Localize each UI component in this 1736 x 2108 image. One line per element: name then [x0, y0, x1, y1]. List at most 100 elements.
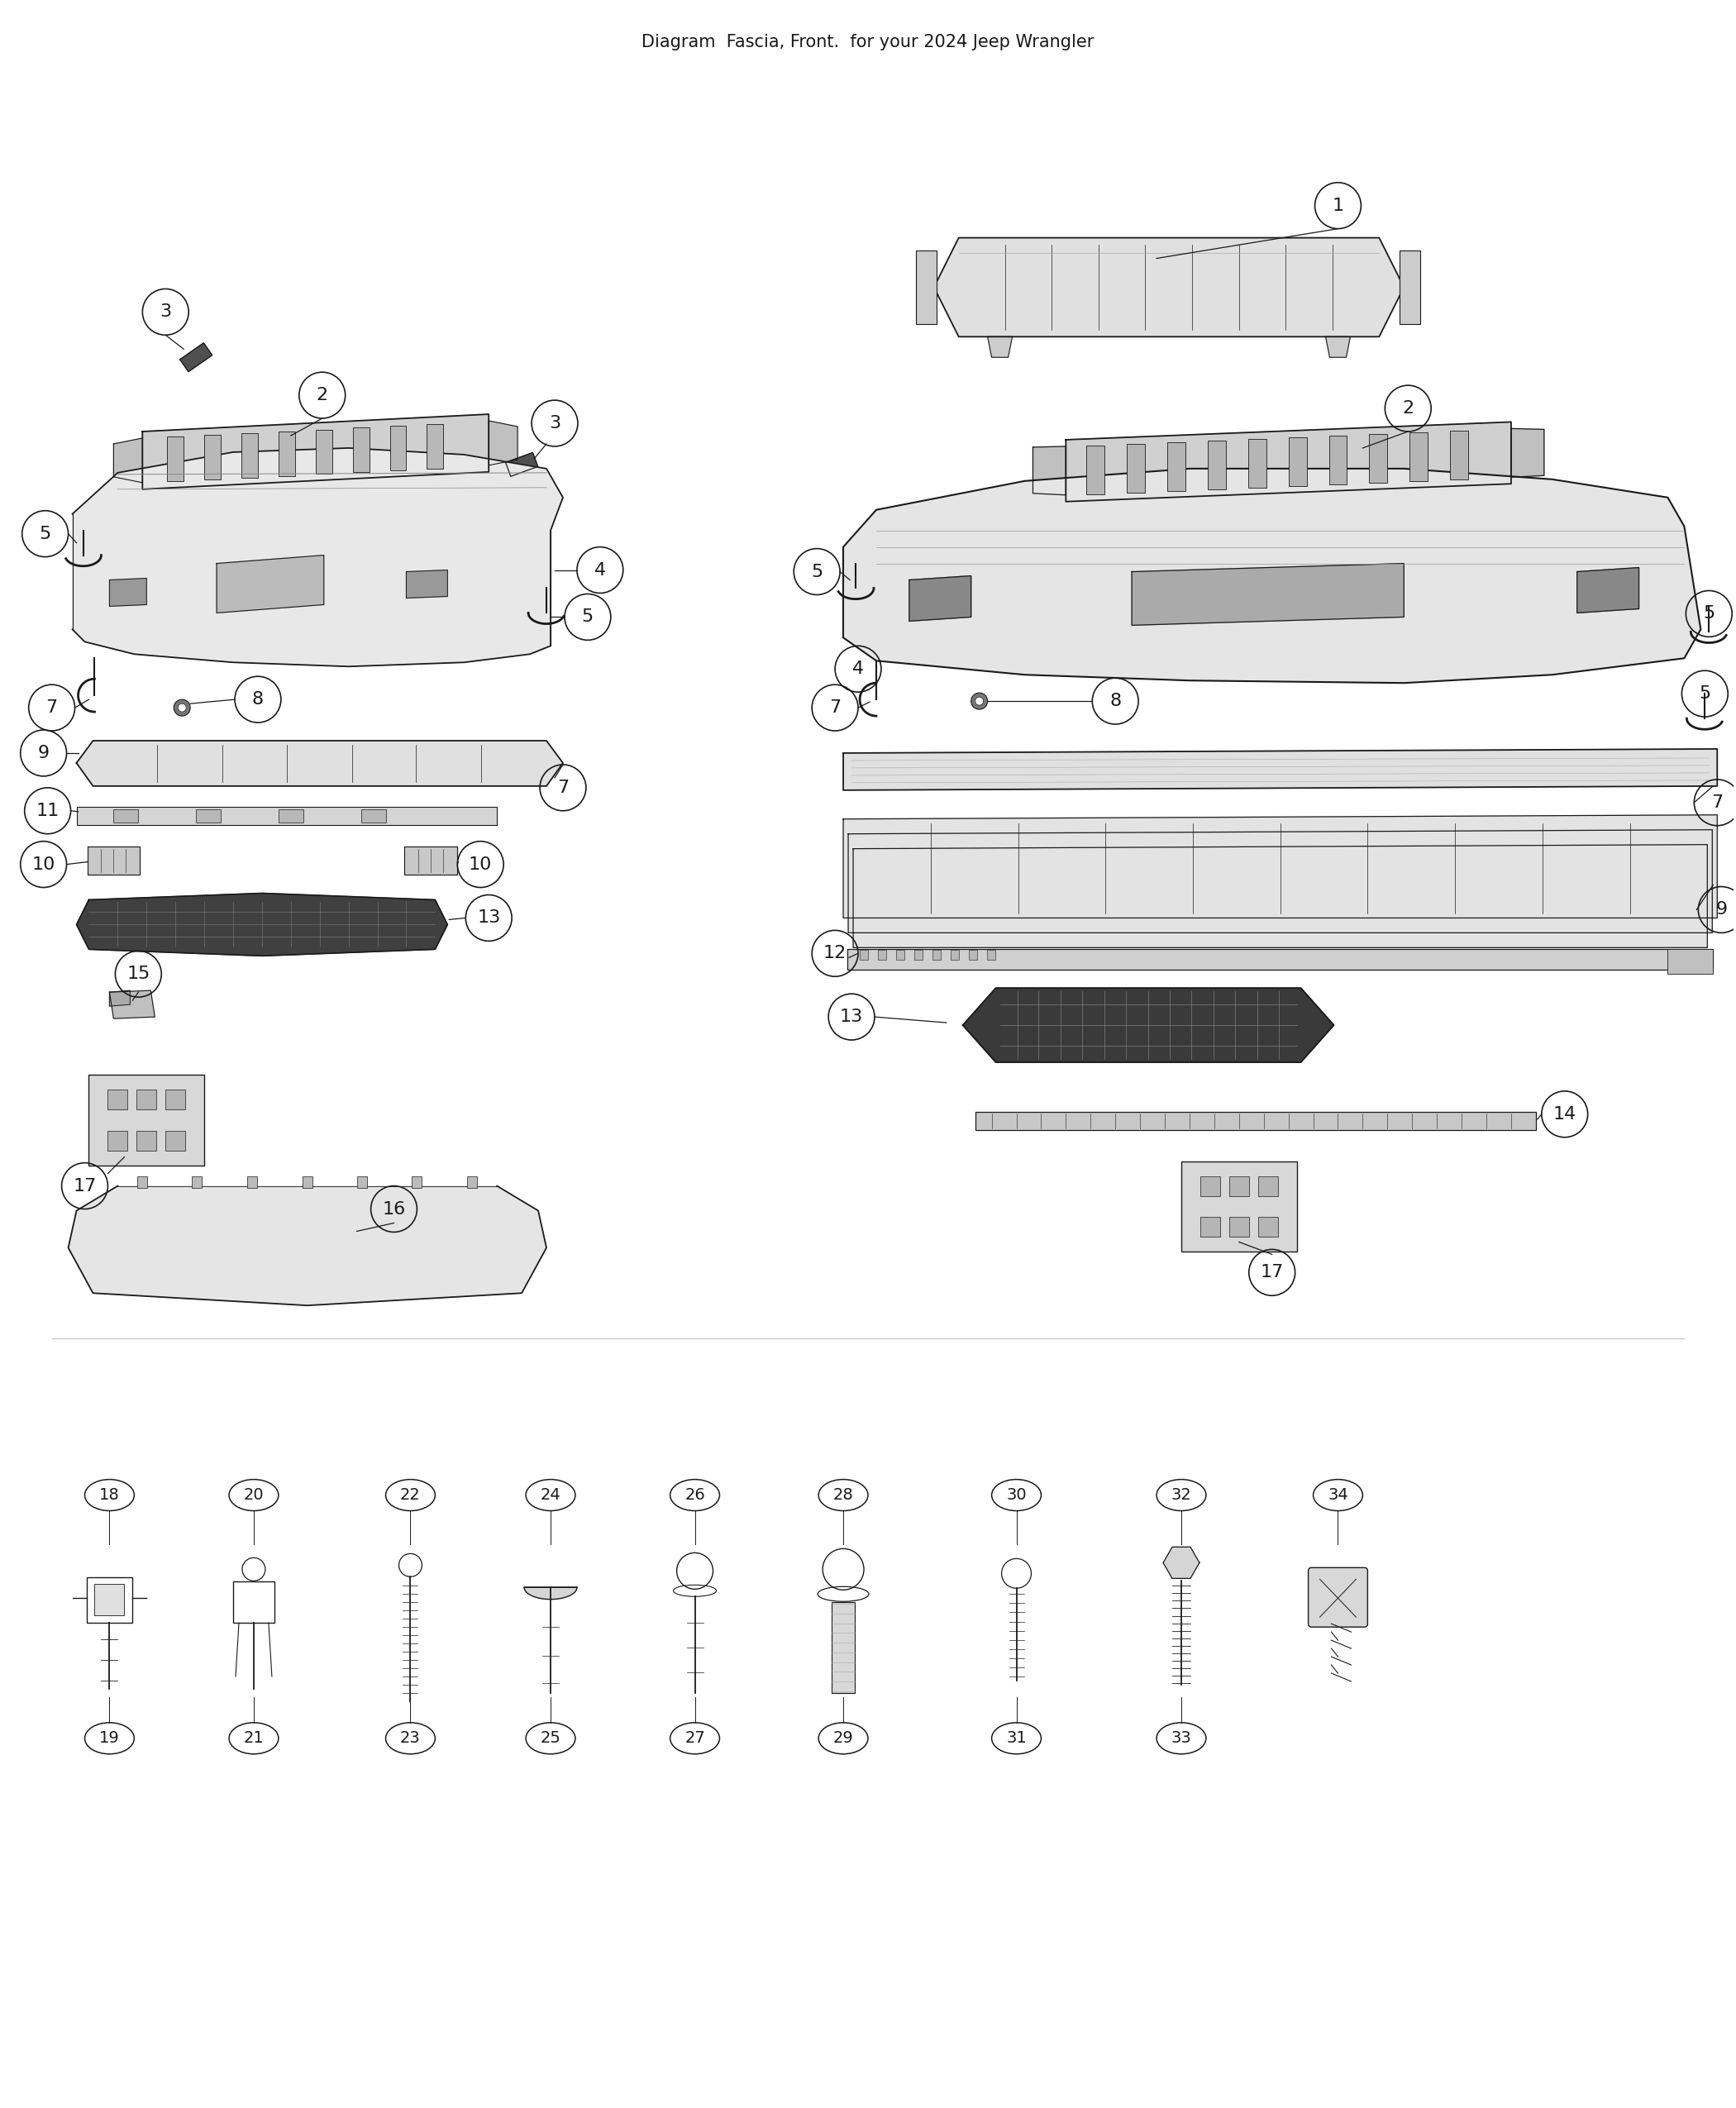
- Bar: [205, 434, 220, 479]
- Text: 27: 27: [684, 1731, 705, 1745]
- Bar: [1259, 1216, 1278, 1237]
- Bar: [1259, 1176, 1278, 1195]
- Polygon shape: [1326, 337, 1351, 358]
- Text: 9: 9: [1715, 902, 1727, 917]
- Bar: [137, 1090, 156, 1109]
- Bar: [76, 807, 496, 824]
- Bar: [1288, 438, 1307, 487]
- Bar: [1200, 1176, 1220, 1195]
- Bar: [247, 1176, 257, 1187]
- Bar: [241, 432, 259, 479]
- Bar: [467, 1176, 477, 1187]
- Polygon shape: [963, 989, 1333, 1062]
- Bar: [167, 436, 184, 481]
- Text: 8: 8: [252, 691, 264, 708]
- Bar: [411, 1176, 422, 1187]
- Polygon shape: [1132, 563, 1404, 626]
- Polygon shape: [934, 238, 1404, 337]
- Text: 20: 20: [243, 1488, 264, 1503]
- Bar: [89, 1075, 205, 1166]
- Text: 30: 30: [1007, 1488, 1026, 1503]
- Bar: [1200, 1216, 1220, 1237]
- Polygon shape: [1066, 422, 1510, 502]
- Bar: [87, 1577, 132, 1623]
- Text: 17: 17: [1260, 1265, 1283, 1282]
- Bar: [915, 951, 922, 959]
- Polygon shape: [988, 337, 1012, 358]
- FancyBboxPatch shape: [1309, 1568, 1368, 1627]
- Polygon shape: [406, 569, 448, 599]
- Polygon shape: [844, 748, 1717, 790]
- Text: 28: 28: [833, 1488, 854, 1503]
- Text: 7: 7: [557, 780, 569, 797]
- Polygon shape: [404, 845, 457, 875]
- Text: Diagram  Fascia, Front.  for your 2024 Jeep Wrangler: Diagram Fascia, Front. for your 2024 Jee…: [642, 34, 1094, 51]
- Text: 3: 3: [549, 415, 561, 432]
- Bar: [1229, 1176, 1248, 1195]
- Bar: [969, 951, 977, 959]
- Circle shape: [177, 704, 186, 713]
- Polygon shape: [76, 894, 448, 955]
- Bar: [427, 424, 443, 468]
- Text: 5: 5: [582, 609, 594, 626]
- Polygon shape: [490, 422, 517, 466]
- Bar: [1410, 432, 1427, 481]
- Text: 7: 7: [1712, 795, 1724, 812]
- Polygon shape: [524, 1587, 576, 1600]
- Bar: [1229, 1216, 1248, 1237]
- Text: 24: 24: [540, 1488, 561, 1503]
- Text: 5: 5: [1703, 605, 1715, 622]
- Bar: [1208, 441, 1226, 489]
- Text: 7: 7: [830, 700, 840, 717]
- Bar: [1180, 1162, 1297, 1252]
- Polygon shape: [1510, 428, 1543, 476]
- Text: 31: 31: [1007, 1731, 1026, 1745]
- Bar: [1248, 438, 1266, 487]
- Polygon shape: [1576, 567, 1639, 613]
- Text: 34: 34: [1328, 1488, 1349, 1503]
- Polygon shape: [109, 991, 130, 1006]
- Bar: [1450, 430, 1469, 481]
- Polygon shape: [76, 740, 562, 786]
- Bar: [847, 949, 1713, 970]
- Bar: [950, 951, 958, 959]
- Circle shape: [976, 698, 983, 706]
- Bar: [108, 1130, 128, 1151]
- Polygon shape: [505, 453, 538, 476]
- Text: 10: 10: [31, 856, 56, 873]
- Text: 7: 7: [45, 700, 57, 717]
- Bar: [976, 1111, 1536, 1130]
- Text: 13: 13: [840, 1008, 863, 1024]
- Text: 4: 4: [852, 660, 865, 677]
- Text: 33: 33: [1172, 1731, 1191, 1745]
- Text: 1: 1: [1332, 198, 1344, 213]
- Bar: [1370, 434, 1387, 483]
- Bar: [917, 251, 936, 325]
- Polygon shape: [87, 845, 141, 875]
- Text: 2: 2: [316, 388, 328, 403]
- Bar: [832, 1602, 854, 1693]
- Bar: [302, 1176, 312, 1187]
- Bar: [859, 951, 868, 959]
- Polygon shape: [217, 554, 325, 613]
- Bar: [1328, 436, 1347, 485]
- Text: 2: 2: [1403, 401, 1413, 417]
- Bar: [986, 951, 995, 959]
- Polygon shape: [113, 438, 142, 483]
- Bar: [108, 1090, 128, 1109]
- Text: 23: 23: [401, 1731, 420, 1745]
- Bar: [932, 951, 941, 959]
- Text: 14: 14: [1554, 1107, 1576, 1121]
- Polygon shape: [910, 575, 970, 622]
- Text: 9: 9: [38, 744, 49, 761]
- Polygon shape: [852, 845, 1706, 949]
- Text: 10: 10: [469, 856, 493, 873]
- Text: 5: 5: [40, 525, 50, 542]
- Polygon shape: [849, 831, 1712, 934]
- Text: 5: 5: [1700, 685, 1710, 702]
- Text: 16: 16: [382, 1202, 406, 1216]
- Text: 18: 18: [99, 1488, 120, 1503]
- Text: 19: 19: [99, 1731, 120, 1745]
- Bar: [361, 809, 385, 822]
- Bar: [165, 1090, 186, 1109]
